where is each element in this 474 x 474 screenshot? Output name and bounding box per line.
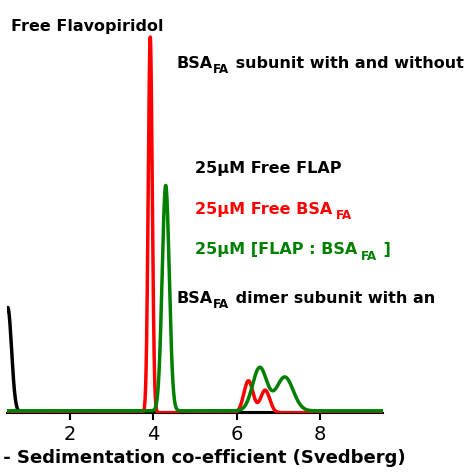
- Text: subunit with and without: subunit with and without: [229, 55, 464, 71]
- Text: Free Flavopiridol: Free Flavopiridol: [11, 19, 163, 34]
- Text: FA: FA: [361, 250, 377, 263]
- Text: BSA: BSA: [176, 55, 212, 71]
- Text: 25μM [FLAP : BSA: 25μM [FLAP : BSA: [195, 242, 357, 257]
- Text: 25μM Free BSA: 25μM Free BSA: [195, 202, 332, 217]
- Text: dimer subunit with an: dimer subunit with an: [229, 291, 435, 306]
- Text: 25μM Free FLAP: 25μM Free FLAP: [195, 161, 341, 176]
- Text: FA: FA: [213, 298, 229, 311]
- Text: ]: ]: [378, 242, 391, 257]
- Text: FA: FA: [213, 63, 229, 76]
- X-axis label: S - Sedimentation co-efficient (Svedberg): S - Sedimentation co-efficient (Svedberg…: [0, 449, 406, 467]
- Text: BSA: BSA: [176, 291, 212, 306]
- Text: FA: FA: [336, 209, 352, 222]
